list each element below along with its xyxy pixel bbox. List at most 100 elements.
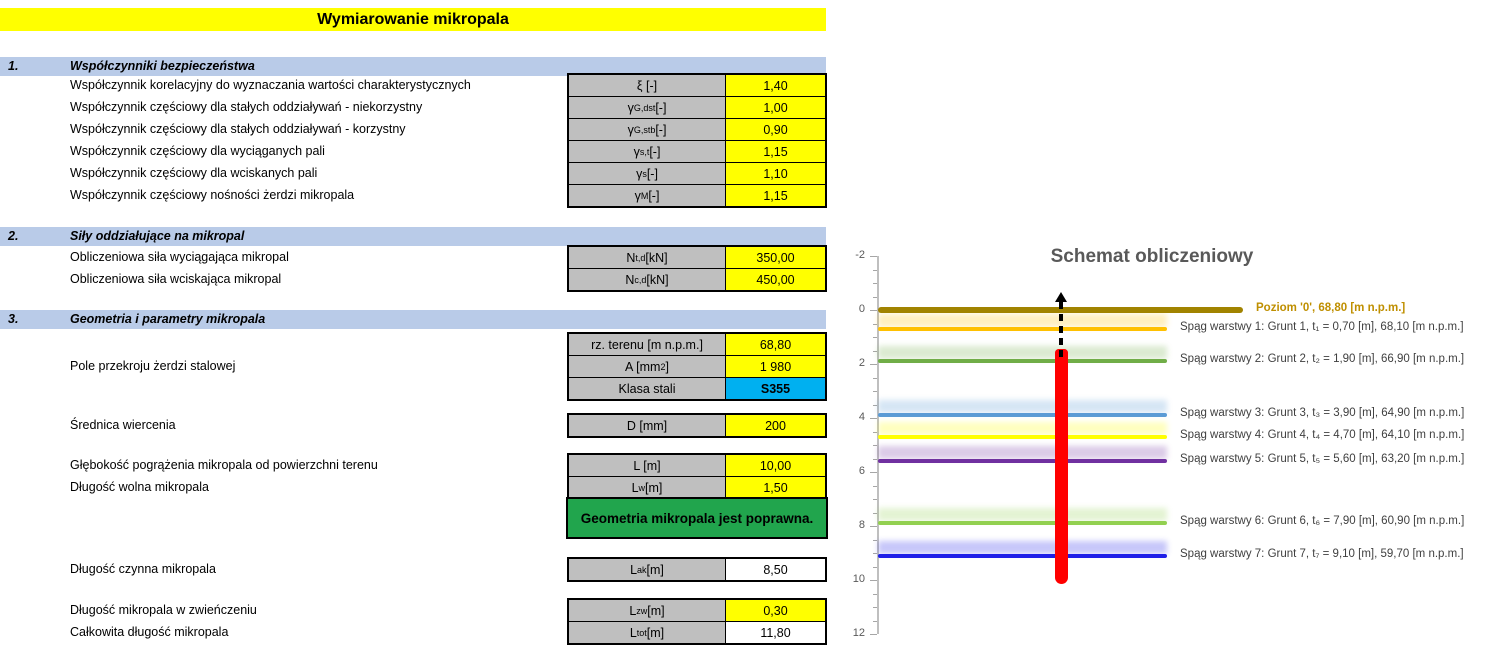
y-axis-minor-tick (873, 539, 877, 541)
load-arrow-head (1055, 292, 1067, 302)
value-input-cell[interactable]: 1,10 (726, 163, 825, 184)
y-axis-tick-label: 12 (852, 627, 865, 639)
value-input-cell[interactable]: 350,00 (726, 247, 825, 268)
y-axis-tick-label: 4 (858, 411, 865, 423)
y-axis-minor-tick (873, 445, 877, 446)
value-output-cell: 11,80 (726, 622, 825, 643)
value-input-cell[interactable]: 1,15 (726, 185, 825, 206)
layer-glow-band (878, 540, 1167, 554)
row-label: Głębokość pogrążenia mikropala od powier… (70, 458, 378, 472)
y-axis-tick-label: 6 (858, 465, 865, 477)
table-row: γ s,t [-] 1,15 (569, 140, 825, 162)
param-cell: γ G,stb [-] (569, 119, 726, 140)
table-row: A [mm 2] 1 980 (569, 355, 825, 377)
param-cell: γ G,dst [-] (569, 97, 726, 118)
value-input-cell[interactable]: 10,00 (726, 455, 825, 476)
ground-level-label: Poziom '0', 68,80 [m n.p.m.] (1256, 302, 1406, 314)
row-label: Współczynnik częściowy dla wciskanych pa… (70, 166, 318, 180)
row-label: Współczynnik częściowy dla stałych oddzi… (70, 122, 406, 136)
row-label: Długość mikropala w zwieńczeniu (70, 603, 257, 617)
section-title: Geometria i parametry mikropala (70, 312, 266, 326)
layer-label: Spąg warstwy 7: Grunt 7, t₇ = 9,10 [m], … (1180, 547, 1464, 560)
value-input-cell[interactable]: 68,80 (726, 334, 825, 355)
section-header-2: 2. Siły oddziałujące na mikropal (0, 227, 826, 246)
value-input-cell[interactable]: 1,50 (726, 477, 825, 498)
layer-glow-band (878, 508, 1167, 522)
value-input-cell[interactable]: 1 980 (726, 356, 825, 377)
y-axis-minor-tick (873, 391, 877, 392)
load-arrow-dashed-line (1059, 302, 1063, 358)
layer-label: Spąg warstwy 1: Grunt 1, t₁ = 0,70 [m], … (1180, 320, 1464, 333)
layer-boundary-line (878, 459, 1167, 464)
layer-label: Spąg warstwy 5: Grunt 5, t₅ = 5,60 [m], … (1180, 453, 1465, 466)
table-row: L [m] 10,00 (569, 455, 825, 476)
y-axis-minor-tick (873, 404, 877, 406)
y-axis-major-tick (870, 580, 877, 581)
table-row: ξ [-] 1,40 (569, 75, 825, 96)
y-axis-minor-tick (873, 607, 877, 608)
layer-boundary-line (878, 521, 1167, 526)
y-axis-minor-tick (873, 512, 877, 514)
row-label: Średnica wiercenia (70, 418, 176, 432)
value-input-cell[interactable]: 1,40 (726, 75, 825, 96)
y-axis-tick-label: 2 (858, 357, 865, 369)
value-input-cell[interactable]: 0,30 (726, 600, 825, 621)
section-header-3: 3. Geometria i parametry mikropala (0, 310, 826, 329)
layer-boundary-line (878, 413, 1167, 418)
section-header-1: 1. Współczynniki bezpieczeństwa (0, 57, 826, 76)
row-label: Obliczeniowa siła wyciągająca mikropal (70, 250, 289, 264)
value-input-cell[interactable]: 1,00 (726, 97, 825, 118)
y-axis-minor-tick (873, 620, 877, 622)
y-axis-tick-label: 0 (858, 303, 865, 315)
steel-grade-select-cell[interactable]: S355 (726, 378, 825, 399)
layer-boundary-line (878, 359, 1167, 364)
y-axis-minor-tick (873, 458, 877, 460)
table-row: Klasa stali S355 (569, 377, 825, 399)
y-axis-tick-label: -2 (855, 249, 865, 261)
y-axis-minor-tick (873, 377, 877, 379)
page-title: Wymiarowanie mikropala (0, 8, 826, 31)
table-row: rz. terenu [m n.p.m.] 68,80 (569, 334, 825, 355)
layer-label: Spąg warstwy 3: Grunt 3, t₃ = 3,90 [m], … (1180, 407, 1465, 420)
value-input-cell[interactable]: 1,15 (726, 141, 825, 162)
section-number: 1. (8, 59, 19, 73)
y-axis-major-tick (870, 364, 877, 365)
value-input-cell[interactable]: 0,90 (726, 119, 825, 140)
row-label: Długość czynna mikropala (70, 562, 216, 576)
layer-glow-band (878, 421, 1167, 435)
row-label: Obliczeniowa siła wciskająca mikropal (70, 272, 282, 286)
row-label: Współczynnik korelacyjny do wyznaczania … (70, 78, 471, 92)
layer-label: Spąg warstwy 4: Grunt 4, t₄ = 4,70 [m], … (1180, 428, 1465, 441)
layer-glow-band (878, 400, 1167, 414)
value-input-cell[interactable]: 450,00 (726, 269, 825, 290)
param-cell: γ s,t [-] (569, 141, 726, 162)
row-label: Całkowita długość mikropala (70, 625, 229, 639)
y-axis-major-tick (870, 526, 877, 527)
y-axis-line (877, 256, 879, 634)
geometry-table-1: rz. terenu [m n.p.m.] 68,80 A [mm 2] 1 980 Kl… (567, 332, 827, 401)
y-axis-minor-tick (873, 337, 877, 338)
row-label: Współczynnik częściowy dla wyciąganych p… (70, 144, 325, 158)
value-input-cell[interactable]: 200 (726, 415, 825, 436)
param-cell: A [mm 2] (569, 356, 726, 377)
chart-title: Schemat obliczeniowy (1050, 246, 1254, 267)
param-cell: D [mm] (569, 415, 726, 436)
row-label: Długość wolna mikropala (70, 480, 209, 494)
layer-glow-band (878, 446, 1167, 460)
safety-factors-table: ξ [-] 1,40 γ G,dst [-] 1,00 γ G,stb [-] 0,90 γ s,… (567, 73, 827, 208)
layer-boundary-line (878, 326, 1167, 331)
y-axis-tick-label: 10 (852, 573, 865, 585)
